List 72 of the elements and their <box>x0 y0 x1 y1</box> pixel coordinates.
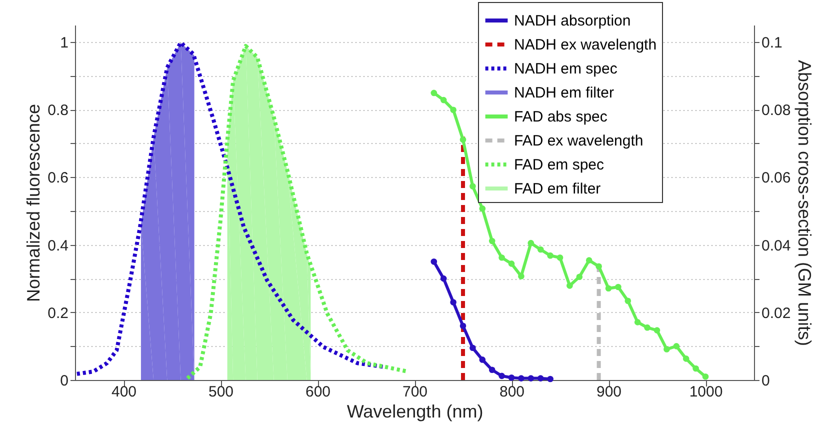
point <box>518 375 524 382</box>
point <box>470 183 476 190</box>
point <box>596 263 602 270</box>
point <box>682 356 690 362</box>
y2-axis-title: Absorption cross-section (GM units) <box>794 60 815 346</box>
legend-label: NADH em spec <box>514 60 618 78</box>
line-series <box>74 40 386 376</box>
point <box>508 374 515 381</box>
point <box>528 240 534 246</box>
point <box>547 376 554 382</box>
x-tick-label: 700 <box>402 384 428 400</box>
point <box>430 258 438 265</box>
legend-label: NADH em filter <box>514 84 614 102</box>
point <box>566 282 573 289</box>
x-tick-label: 900 <box>596 384 622 400</box>
legend-label: FAD em filter <box>514 180 601 198</box>
point <box>498 254 505 261</box>
y2-tick-label: 0.08 <box>762 102 791 120</box>
y2-tick-label: 0.06 <box>762 170 791 187</box>
point <box>498 372 505 380</box>
point <box>605 285 612 292</box>
point <box>556 254 564 261</box>
point <box>586 257 592 264</box>
point <box>654 327 660 334</box>
point <box>488 238 496 244</box>
legend-label: FAD em spec <box>514 156 605 174</box>
point <box>634 319 641 326</box>
y2-tick-label: 0.04 <box>762 237 791 254</box>
point <box>615 284 622 290</box>
point <box>450 106 456 114</box>
point <box>702 373 709 380</box>
y-tick-label: 0.6 <box>48 170 68 187</box>
point <box>430 90 438 96</box>
y-tick-label: 0.8 <box>48 102 68 120</box>
point <box>450 299 456 306</box>
x-tick-label: 800 <box>499 384 525 400</box>
x-axis-title: Wavelength (nm) <box>346 402 484 422</box>
point <box>440 275 447 282</box>
legend-label: NADH ex wavelength <box>514 36 657 54</box>
y-tick-label: 1 <box>60 34 68 52</box>
point <box>479 205 486 212</box>
point <box>664 346 670 352</box>
y-axis-title: Normalized fluorescence <box>24 104 44 302</box>
point <box>576 274 583 280</box>
y-tick-label: 0 <box>60 372 68 390</box>
point <box>470 344 476 352</box>
point <box>460 136 466 143</box>
point <box>479 356 486 363</box>
point <box>440 96 447 104</box>
y-tick-label: 0.4 <box>48 237 68 254</box>
point <box>460 322 466 330</box>
y2-tick-label: 0.1 <box>762 34 782 52</box>
point <box>488 366 496 374</box>
x-tick-label: 600 <box>305 384 331 400</box>
point <box>528 375 534 382</box>
x-tick-label: 400 <box>111 384 137 400</box>
point <box>624 298 632 304</box>
point <box>508 260 515 267</box>
y2-tick-label: 0.02 <box>762 304 791 322</box>
point <box>644 324 650 331</box>
x-tick-label: 500 <box>208 384 234 400</box>
legend-label: FAD abs spec <box>514 108 608 126</box>
point <box>537 375 544 382</box>
point <box>673 343 680 350</box>
y-tick-label: 0.2 <box>48 304 68 322</box>
point <box>537 246 544 253</box>
point <box>547 252 554 259</box>
x-tick-label: 1000 <box>689 384 723 400</box>
point <box>692 365 699 372</box>
y2-tick-label: 0 <box>762 372 770 390</box>
legend-label: FAD ex wavelength <box>514 132 644 150</box>
legend-label: NADH absorption <box>514 12 631 30</box>
